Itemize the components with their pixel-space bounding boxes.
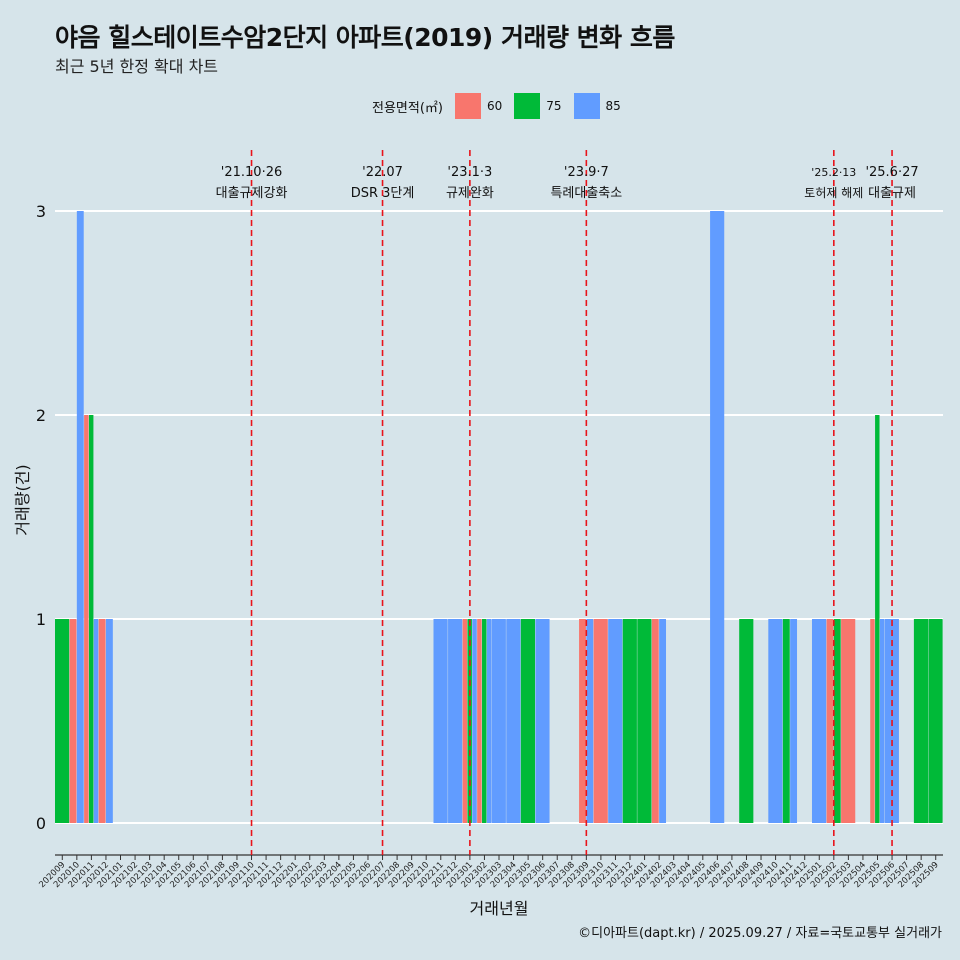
bar-202302-85 [486, 619, 492, 823]
bar-202411-85 [790, 619, 798, 823]
legend: 전용면적(㎡) 60 75 85 [372, 93, 629, 119]
y-tick-label: 3 [36, 202, 46, 221]
legend-key-85 [573, 93, 600, 119]
legend-label-60: 60 [486, 99, 503, 113]
y-tick-label: 2 [36, 406, 46, 425]
bar-202402-60 [651, 619, 659, 823]
bar-202304-85 [506, 619, 521, 823]
bar-202011-85 [93, 619, 99, 823]
event-name-label: 대출규제강화 [216, 186, 288, 201]
event-date-label: '22.07 [362, 165, 403, 180]
legend-key-75 [514, 93, 541, 119]
bar-202502-75 [833, 619, 841, 823]
legend-key-60 [454, 93, 481, 119]
event-name-label: DSR 3단계 [351, 186, 415, 201]
y-axis-title: 거래량(건) [13, 464, 32, 535]
bar-202010-60 [69, 619, 77, 823]
legend-title: 전용면적(㎡) [372, 100, 443, 116]
event-date-label: '21.10·26 [221, 165, 282, 180]
bar-202211-85 [433, 619, 448, 823]
bar-202505-75 [875, 415, 880, 823]
bar-202305-75 [520, 619, 535, 823]
bar-202301-60 [462, 619, 468, 823]
bar-202505-60 [870, 619, 875, 823]
bar-202011-75 [88, 415, 94, 823]
source-caption: ©디아파트(dapt.kr) / 2025.09.27 / 자료=국토교통부 실… [578, 926, 942, 941]
bar-202309-60 [579, 619, 586, 823]
bar-202012-85 [105, 619, 113, 823]
event-date-label: '25.2·13 [811, 166, 856, 179]
y-tick-label: 1 [36, 610, 46, 629]
bar-202310-60 [593, 619, 608, 823]
bar-202410-85 [768, 619, 783, 823]
x-axis-title: 거래년월 [470, 899, 529, 918]
bar-202306-85 [535, 619, 550, 823]
bar-202302-60 [477, 619, 482, 823]
bar-202406-85 [710, 211, 725, 823]
bar-202010-85 [76, 211, 84, 823]
bar-202303-85 [491, 619, 506, 823]
bar-202312-75 [622, 619, 637, 823]
bar-202302-75 [482, 619, 487, 823]
bar-202505-85 [879, 619, 885, 823]
bar-202402-85 [659, 619, 667, 823]
event-name-label: 규제완화 [446, 186, 494, 201]
bar-202401-75 [637, 619, 652, 823]
event-date-label: '23.9·7 [564, 165, 609, 180]
event-name-label: 특례대출축소 [550, 186, 622, 201]
event-date-label: '25.6·27 [865, 165, 918, 180]
event-name-label: 대출규제 [868, 186, 916, 201]
legend-label-85: 85 [605, 99, 621, 113]
bar-202502-60 [826, 619, 834, 823]
bar-202311-85 [608, 619, 623, 823]
bar-202212-85 [448, 619, 463, 823]
bar-202501-85 [811, 619, 827, 823]
legend-label-75: 75 [546, 99, 562, 113]
bar-202301-85 [472, 619, 477, 823]
bar-202009-75 [55, 619, 70, 823]
bar-202309-85 [586, 619, 594, 823]
bar-202509-75 [928, 619, 943, 823]
event-date-label: '23.1·3 [447, 165, 492, 180]
y-tick-label: 0 [36, 814, 46, 833]
chart-subtitle: 최근 5년 한정 확대 차트 [55, 57, 219, 76]
bar-202508-75 [913, 619, 929, 823]
event-name-label: 토허제 해제 [804, 186, 863, 200]
bar-202408-75 [739, 619, 754, 823]
bar-202011-60 [84, 415, 89, 823]
bar-202503-60 [841, 619, 856, 823]
chart-title: 야음 힐스테이트수암2단지 아파트(2019) 거래량 변화 흐름 [55, 23, 675, 52]
bar-202411-75 [782, 619, 790, 823]
bar-202012-60 [98, 619, 106, 823]
